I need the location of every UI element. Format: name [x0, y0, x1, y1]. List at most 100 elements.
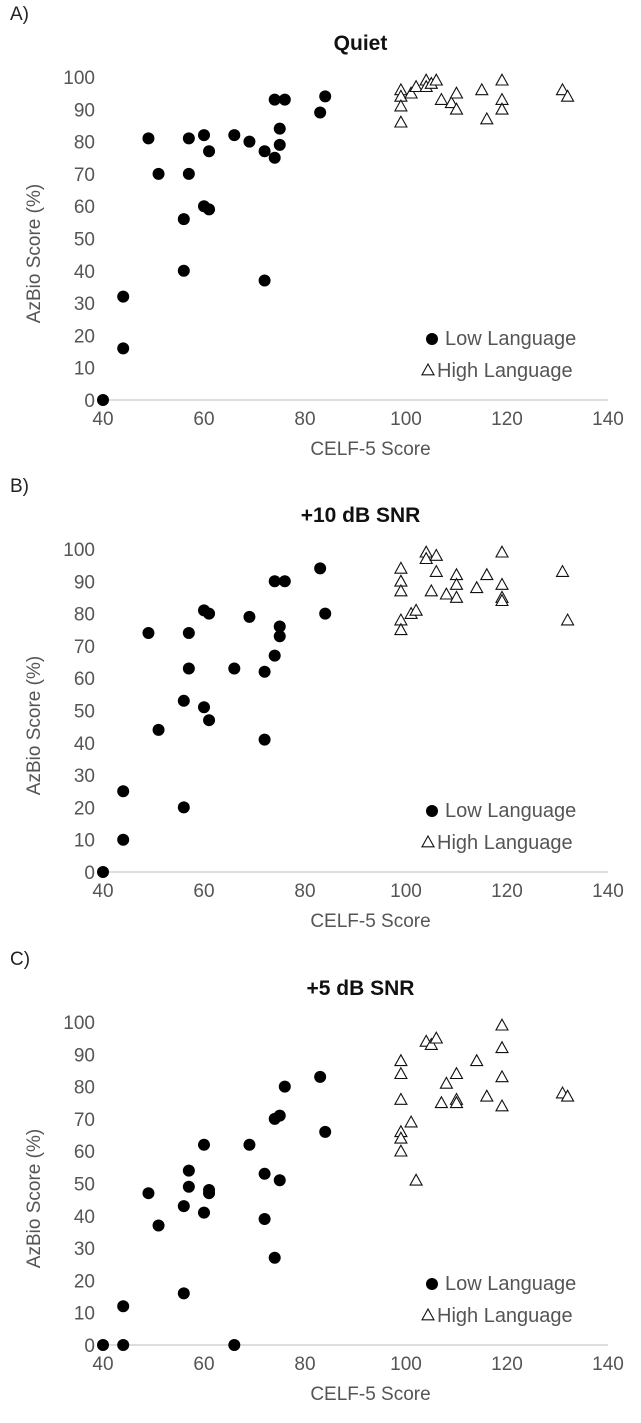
- data-point-low-language: [314, 106, 327, 119]
- y-tick-label: 60: [74, 197, 95, 218]
- data-point-low-language: [314, 562, 327, 575]
- data-point-low-language: [117, 342, 130, 355]
- data-point-high-language: [495, 1040, 509, 1054]
- data-point-high-language: [409, 79, 424, 93]
- data-point-low-language: [268, 1251, 281, 1264]
- y-tick-label: 30: [74, 294, 95, 315]
- x-tick-label: 60: [193, 409, 214, 430]
- data-point-low-language: [182, 132, 195, 145]
- data-point-high-language: [469, 580, 484, 594]
- y-tick-label: 30: [74, 766, 95, 787]
- data-point-high-language: [560, 612, 575, 626]
- legend-label-low-language: Low Language: [445, 800, 576, 822]
- legend-label-low-language: Low Language: [445, 328, 576, 350]
- data-point-low-language: [198, 1206, 210, 1219]
- chart-title: Quiet: [334, 32, 388, 55]
- x-tick-label: 40: [92, 409, 113, 430]
- data-point-low-language: [142, 626, 155, 639]
- data-point-low-language: [228, 662, 241, 675]
- y-tick-label: 0: [84, 1336, 95, 1357]
- legend-label-low-language: Low Language: [445, 1273, 576, 1295]
- data-point-low-language: [268, 575, 281, 588]
- data-point-low-language: [273, 1109, 286, 1122]
- data-point-high-language: [560, 89, 575, 102]
- data-point-high-language: [393, 1092, 408, 1105]
- data-point-low-language: [268, 93, 281, 106]
- data-point-high-language: [424, 1037, 439, 1050]
- data-point-low-language: [203, 1187, 216, 1200]
- data-point-low-language: [228, 129, 241, 142]
- data-point-low-language: [117, 1339, 130, 1351]
- data-point-low-language: [273, 1174, 286, 1187]
- data-point-low-language: [182, 1180, 195, 1193]
- data-point-high-language: [495, 1069, 509, 1083]
- data-point-low-language: [177, 213, 190, 226]
- data-point-low-language: [198, 129, 210, 142]
- data-point-low-language: [268, 649, 281, 662]
- data-point-high-language: [404, 1114, 419, 1128]
- x-tick-label: 100: [390, 881, 422, 902]
- y-tick-label: 40: [74, 734, 95, 755]
- data-point-low-language: [273, 620, 286, 633]
- y-tick-label: 90: [74, 100, 95, 121]
- y-tick-label: 90: [74, 572, 95, 593]
- data-point-high-language: [555, 82, 570, 96]
- data-point-high-language: [424, 583, 439, 597]
- y-tick-label: 80: [74, 605, 95, 626]
- data-point-low-language: [177, 694, 190, 707]
- data-point-high-language: [449, 1066, 464, 1080]
- data-point-low-language: [258, 1213, 271, 1226]
- data-point-high-language: [479, 567, 494, 581]
- y-tick-label: 60: [74, 669, 95, 690]
- data-point-low-language: [243, 135, 256, 148]
- y-tick-label: 40: [74, 1207, 95, 1228]
- y-tick-label: 20: [74, 1271, 95, 1292]
- data-point-low-language: [258, 145, 271, 158]
- data-point-low-language: [319, 1125, 332, 1138]
- data-point-low-language: [177, 264, 190, 277]
- data-point-high-language: [393, 98, 408, 112]
- data-point-low-language: [203, 607, 216, 620]
- data-point-high-language: [479, 1089, 494, 1102]
- y-tick-label: 0: [84, 863, 95, 884]
- legend-label-high-language: High Language: [437, 1305, 573, 1327]
- data-point-high-language: [495, 577, 509, 590]
- data-point-high-language: [560, 1089, 575, 1102]
- x-tick-label: 100: [390, 409, 422, 430]
- data-point-high-language: [449, 1095, 464, 1109]
- y-tick-label: 10: [74, 359, 95, 380]
- data-point-high-language: [409, 603, 424, 616]
- data-point-low-language: [228, 1339, 241, 1351]
- data-point-high-language: [393, 622, 408, 636]
- data-point-low-language: [278, 1080, 291, 1093]
- y-tick-label: 20: [74, 326, 95, 347]
- x-tick-label: 60: [193, 881, 214, 902]
- data-point-low-language: [278, 93, 291, 106]
- data-point-high-language: [474, 82, 489, 96]
- data-point-low-language: [243, 1138, 256, 1151]
- x-tick-label: 120: [491, 409, 523, 430]
- legend-marker-high-language: [421, 834, 435, 848]
- data-point-low-language: [182, 626, 195, 639]
- x-tick-label: 140: [592, 1354, 624, 1375]
- data-point-high-language: [555, 564, 570, 577]
- data-point-low-language: [314, 1070, 327, 1083]
- x-tick-label: 80: [294, 1354, 315, 1375]
- data-point-low-language: [273, 138, 286, 151]
- y-tick-label: 50: [74, 230, 95, 251]
- data-point-low-language: [258, 665, 271, 678]
- x-tick-label: 60: [193, 1354, 214, 1375]
- data-point-high-language: [495, 545, 509, 558]
- x-axis-title: CELF-5 Score: [310, 911, 430, 932]
- data-point-low-language: [97, 866, 109, 878]
- data-point-high-language: [469, 1053, 484, 1067]
- data-point-low-language: [97, 394, 109, 406]
- data-point-high-language: [393, 115, 408, 128]
- data-point-high-language: [393, 561, 408, 574]
- legend-label-high-language: High Language: [437, 360, 573, 382]
- data-point-low-language: [319, 90, 332, 103]
- x-tick-label: 140: [592, 881, 624, 902]
- data-point-low-language: [273, 630, 286, 643]
- data-point-high-language: [495, 593, 509, 607]
- chart-title: +5 dB SNR: [307, 977, 415, 1000]
